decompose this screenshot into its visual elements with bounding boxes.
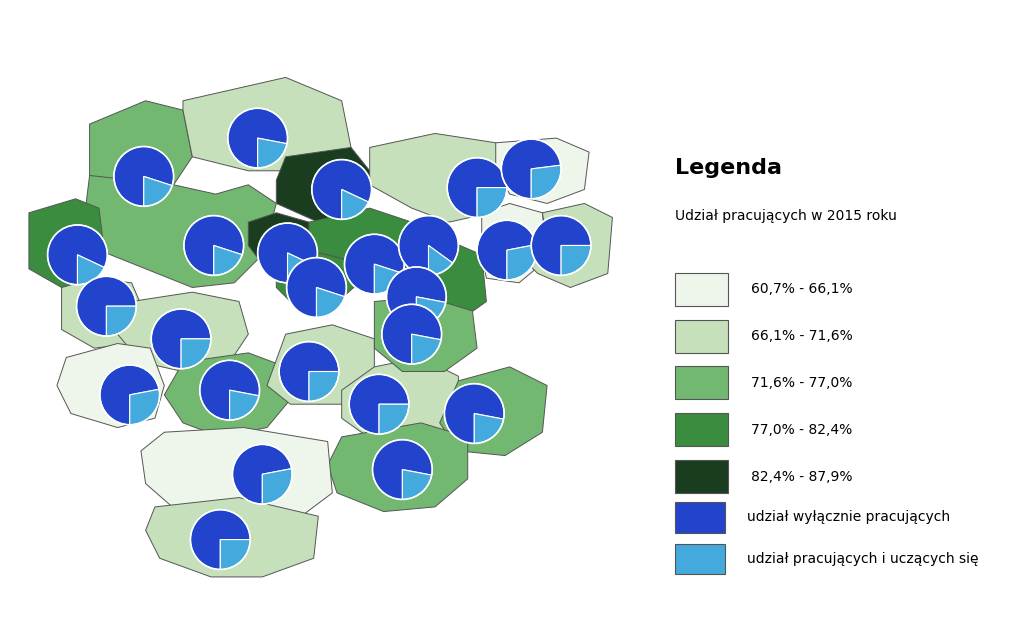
Wedge shape	[287, 257, 346, 318]
Wedge shape	[47, 225, 108, 285]
Wedge shape	[342, 190, 369, 219]
Bar	[676, 273, 728, 306]
Wedge shape	[181, 339, 211, 369]
Wedge shape	[417, 297, 445, 327]
Wedge shape	[200, 360, 259, 420]
Text: 60,7% - 66,1%: 60,7% - 66,1%	[752, 282, 853, 296]
Wedge shape	[262, 469, 292, 504]
Polygon shape	[61, 278, 145, 348]
Wedge shape	[507, 245, 537, 280]
Wedge shape	[344, 235, 404, 294]
Polygon shape	[29, 199, 103, 287]
Polygon shape	[118, 292, 248, 372]
Bar	[676, 413, 728, 446]
Polygon shape	[85, 176, 276, 287]
Bar	[676, 366, 728, 399]
Wedge shape	[531, 216, 591, 275]
Wedge shape	[184, 216, 244, 275]
Polygon shape	[375, 297, 477, 372]
Text: 77,0% - 82,4%: 77,0% - 82,4%	[752, 423, 852, 437]
Wedge shape	[447, 158, 507, 217]
Text: udział pracujących i uczących się: udział pracujących i uczących się	[748, 552, 979, 566]
Polygon shape	[412, 222, 450, 259]
Wedge shape	[288, 253, 314, 283]
Wedge shape	[280, 342, 339, 401]
Wedge shape	[100, 365, 159, 425]
Wedge shape	[474, 413, 504, 443]
Polygon shape	[481, 204, 547, 283]
Text: udział wyłącznie pracujących: udział wyłącznie pracujących	[748, 510, 950, 524]
Wedge shape	[214, 245, 243, 275]
Polygon shape	[496, 138, 589, 204]
Wedge shape	[477, 188, 507, 217]
Polygon shape	[439, 367, 547, 456]
Polygon shape	[309, 208, 417, 292]
Wedge shape	[232, 444, 292, 504]
Wedge shape	[379, 404, 409, 434]
Wedge shape	[402, 470, 432, 500]
Wedge shape	[316, 287, 345, 318]
Bar	[676, 544, 725, 574]
Wedge shape	[382, 304, 441, 364]
Text: Udział pracujących w 2015 roku: Udział pracujących w 2015 roku	[676, 209, 897, 223]
Polygon shape	[267, 325, 375, 404]
Wedge shape	[561, 245, 591, 275]
Wedge shape	[375, 264, 402, 294]
Wedge shape	[444, 384, 504, 443]
Polygon shape	[164, 353, 291, 437]
Wedge shape	[373, 439, 432, 500]
Bar	[676, 460, 728, 493]
Wedge shape	[531, 165, 561, 199]
Wedge shape	[227, 108, 288, 168]
Bar	[676, 502, 725, 533]
Polygon shape	[276, 250, 354, 306]
Wedge shape	[77, 276, 136, 336]
Polygon shape	[57, 344, 164, 427]
Polygon shape	[342, 358, 459, 446]
Wedge shape	[106, 306, 136, 336]
Polygon shape	[370, 133, 510, 222]
Wedge shape	[502, 139, 561, 199]
Wedge shape	[428, 245, 453, 275]
Wedge shape	[152, 309, 211, 369]
Polygon shape	[519, 204, 612, 287]
Wedge shape	[312, 160, 372, 219]
Polygon shape	[90, 101, 193, 194]
Text: 66,1% - 71,6%: 66,1% - 71,6%	[752, 329, 853, 343]
Text: 82,4% - 87,9%: 82,4% - 87,9%	[752, 470, 853, 484]
Wedge shape	[309, 372, 339, 401]
Text: 71,6% - 77,0%: 71,6% - 77,0%	[752, 376, 853, 390]
Wedge shape	[258, 138, 287, 168]
Bar	[676, 320, 728, 353]
Text: Legenda: Legenda	[676, 158, 782, 179]
Wedge shape	[190, 510, 250, 569]
Polygon shape	[141, 427, 333, 530]
Wedge shape	[220, 540, 250, 569]
Polygon shape	[183, 77, 351, 171]
Wedge shape	[143, 176, 172, 206]
Polygon shape	[328, 423, 468, 512]
Polygon shape	[145, 498, 318, 577]
Polygon shape	[276, 148, 370, 222]
Wedge shape	[229, 390, 259, 420]
Wedge shape	[477, 220, 537, 280]
Wedge shape	[130, 389, 160, 425]
Wedge shape	[114, 146, 174, 206]
Wedge shape	[412, 334, 441, 364]
Wedge shape	[258, 223, 317, 283]
Wedge shape	[386, 267, 446, 327]
Polygon shape	[388, 241, 486, 325]
Wedge shape	[398, 216, 459, 275]
Wedge shape	[349, 374, 409, 434]
Wedge shape	[78, 255, 104, 285]
Polygon shape	[248, 213, 309, 269]
